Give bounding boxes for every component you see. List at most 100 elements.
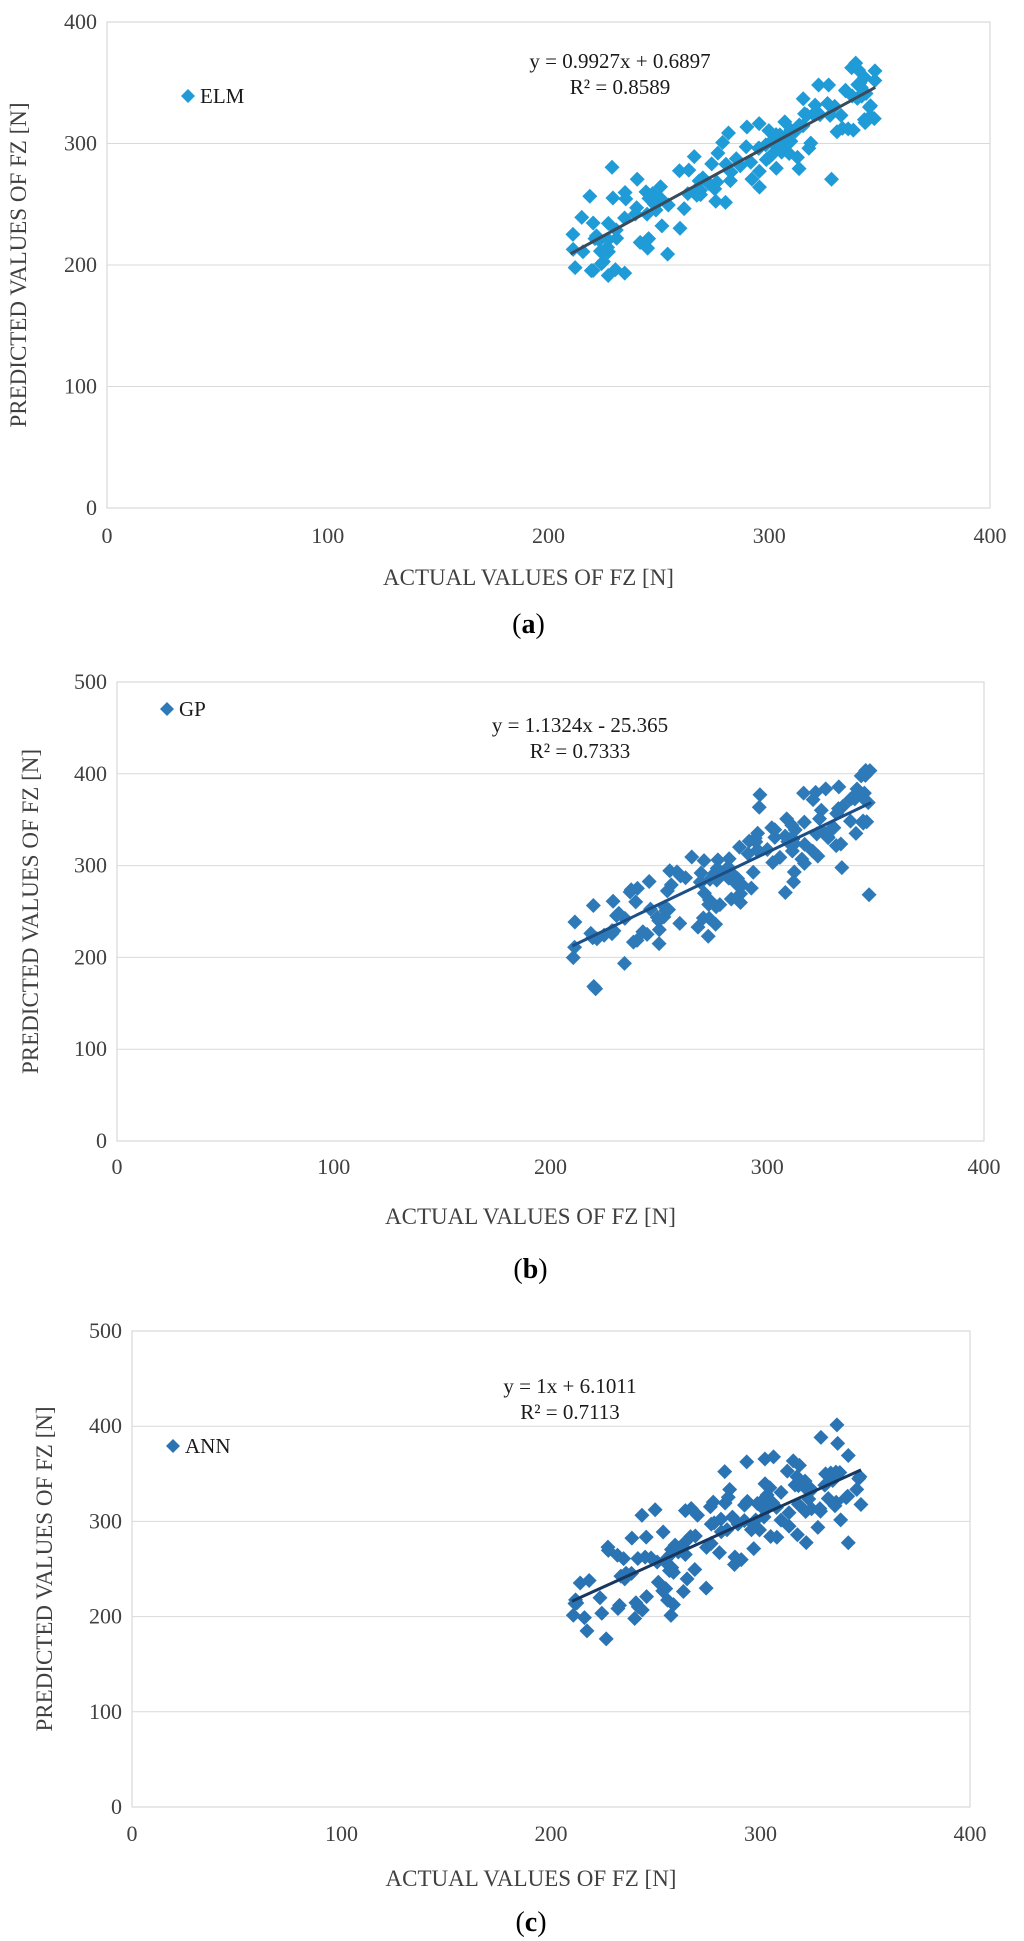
plot-area [116,681,985,1142]
data-point [665,1597,681,1613]
data-point [663,877,679,893]
data-point [630,1599,646,1615]
data-point [683,1501,699,1517]
data-point [833,1512,849,1528]
x-tick-label: 200 [532,523,565,548]
data-point [721,851,737,867]
data-point [765,1495,781,1511]
data-point [791,161,807,177]
data-point [666,1564,682,1580]
data-point [859,814,875,830]
data-point [565,950,581,966]
data-point [751,799,767,815]
data-point [812,1501,828,1517]
data-point [773,1512,789,1528]
trendline-equation: y = 1x + 6.1011 [503,1374,636,1398]
data-point [710,145,726,161]
y-tick-label: 100 [89,1699,122,1724]
data-point [698,1580,714,1596]
data-point [655,1524,671,1540]
data-point [759,1487,775,1503]
data-point [751,116,767,132]
data-point [588,228,604,244]
data-points [565,55,883,284]
data-point [629,171,645,187]
data-point [701,897,717,913]
x-tick-label: 100 [317,1154,350,1179]
data-point [799,107,815,123]
data-point [840,1488,856,1504]
data-point [840,1535,856,1551]
data-point [835,798,851,814]
data-point [717,1495,733,1511]
data-point [612,1597,628,1613]
data-point [643,1550,659,1566]
data-point [687,1562,703,1578]
data-point [746,1541,762,1557]
data-point [679,1571,695,1587]
data-point [752,787,768,803]
data-point [757,1476,773,1492]
data-point [671,163,687,179]
data-point [589,931,605,947]
data-point [638,1529,654,1545]
data-point [711,1545,727,1561]
y-tick-label: 500 [89,1318,122,1343]
data-point [789,149,805,165]
data-point [787,822,803,838]
data-point [624,1530,640,1546]
data-point [604,159,620,175]
data-point [808,784,824,800]
data-point [677,1534,693,1550]
x-tick-label: 0 [112,1154,123,1179]
panel-caption: (c) [515,1907,546,1938]
data-point [759,841,775,857]
data-point [585,898,601,914]
data-point [743,1522,759,1538]
data-point [861,887,877,903]
data-point [739,119,755,135]
x-tick-label: 200 [534,1154,567,1179]
data-point [579,1623,595,1639]
data-point [732,895,748,911]
data-point [781,1518,797,1534]
y-axis-title: PREDICTED VALUES OF FZ [N] [32,1406,57,1731]
y-tick-label: 200 [74,944,107,969]
data-point [791,1457,807,1473]
data-point [720,125,736,141]
data-point [654,218,670,234]
data-point [751,179,767,195]
data-point [773,1484,789,1500]
data-point [572,1575,588,1591]
legend-label: ELM [200,84,245,108]
y-tick-label: 100 [64,374,97,399]
r-squared-label: R² = 0.7333 [530,739,630,763]
data-point [651,922,667,938]
x-tick-label: 100 [311,523,344,548]
x-tick-label: 200 [535,1821,568,1846]
y-tick-label: 400 [89,1413,122,1438]
y-tick-label: 300 [74,853,107,878]
data-point [807,97,823,113]
data-point [813,1429,829,1445]
data-point [660,246,676,262]
data-point [831,779,847,795]
trendline [569,86,876,256]
legend-marker [166,1439,180,1453]
y-tick-label: 400 [64,9,97,34]
data-point [651,936,667,952]
scatter-chart-a: 0 100 200 300 400 0 100 200 300 400 ACTUAL VALUES … [6,9,1007,640]
data-point [629,880,645,896]
data-point [786,864,802,880]
scatter-chart-c: 0 100 200 300 400 500 0 100 200 300 400 ACTUAL VALU… [32,1318,987,1938]
data-point [675,1584,691,1600]
y-axis-title: PREDICTED VALUES OF FZ [N] [6,102,31,427]
trendline [571,1468,862,1603]
data-point [617,265,633,281]
data-point [678,870,694,886]
data-point [824,171,840,187]
data-point [743,880,759,896]
data-point [796,855,812,871]
data-point [693,865,709,881]
scatter-chart-b: 0 100 200 300 400 500 0 100 200 300 400 ACTUAL VALU… [18,669,1001,1285]
